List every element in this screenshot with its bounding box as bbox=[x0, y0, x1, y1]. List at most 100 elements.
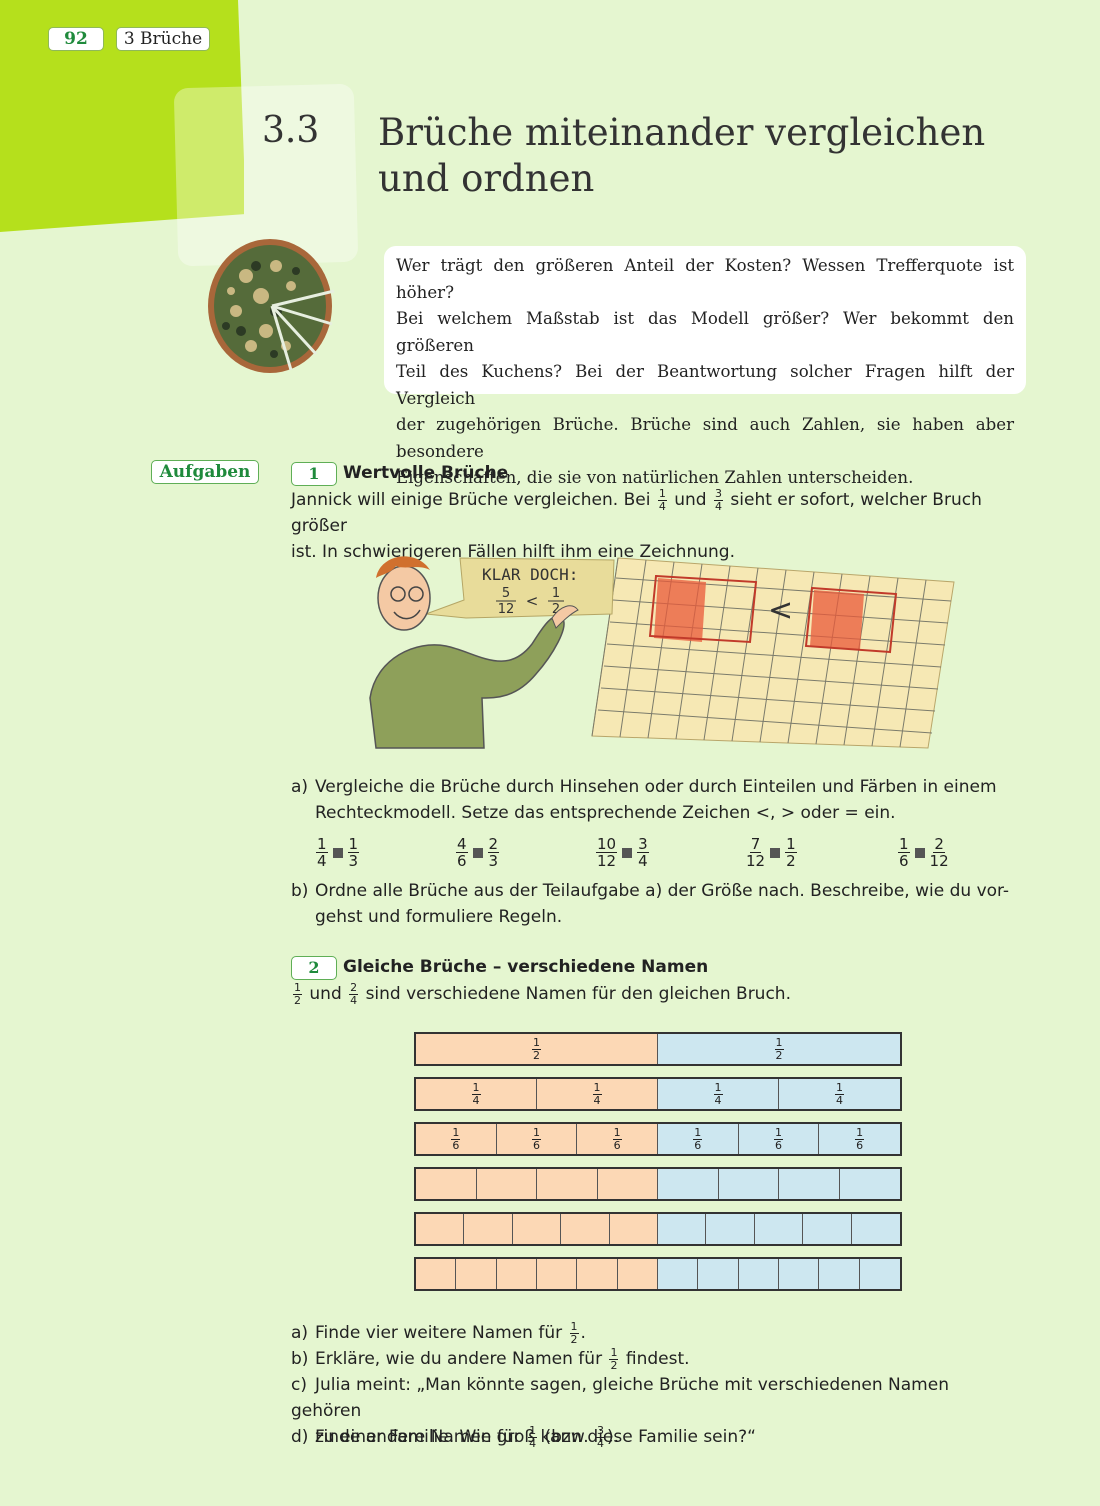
comparison-item: 10 12 3 4 bbox=[596, 835, 649, 870]
fraction-bar-cell bbox=[577, 1259, 618, 1289]
task2-number: 2 bbox=[291, 956, 337, 980]
speech-sign: < bbox=[526, 592, 539, 610]
task1-text-and: und bbox=[674, 490, 707, 510]
fraction-bar-cell bbox=[819, 1259, 860, 1289]
task1-a-line1: Vergleiche die Brüche durch Hinsehen ode… bbox=[315, 777, 997, 797]
task1-a: a) Vergleiche die Brüche durch Hinsehen o… bbox=[291, 774, 1011, 826]
fraction-bar-cell bbox=[851, 1214, 900, 1244]
fraction-bar-cell bbox=[657, 1259, 699, 1289]
task1-text-part1: Jannick will einige Brüche vergleichen. … bbox=[291, 490, 651, 510]
task1-a-line2: Rechteckmodell. Setze das entsprechende … bbox=[315, 803, 896, 823]
fraction-bar-cell bbox=[657, 1214, 707, 1244]
task1-b-line1: Ordne alle Brüche aus der Teilaufgabe a)… bbox=[315, 881, 1010, 901]
grid-sign: < bbox=[768, 593, 793, 628]
fraction-bar-cell bbox=[456, 1259, 497, 1289]
fraction-bar-cell bbox=[416, 1169, 477, 1199]
fraction-bar-cell bbox=[464, 1214, 513, 1244]
placeholder-square bbox=[472, 847, 483, 858]
fraction-bar-cell bbox=[754, 1214, 804, 1244]
speech-bubble: KLAR DOCH: 5 12 < 1 2 bbox=[425, 557, 615, 619]
intro-line: Bei welchem Maßstab ist das Modell größe… bbox=[396, 309, 1014, 355]
fraction-bar-cell bbox=[859, 1259, 900, 1289]
task1-number: 1 bbox=[291, 462, 337, 486]
teacher-illustration: < KLAR DOCH: 5 12 < 1 2 bbox=[369, 556, 955, 749]
teacher-figure bbox=[369, 556, 579, 749]
fraction-bar-cell bbox=[536, 1259, 578, 1289]
fraction-bar-cell bbox=[561, 1214, 610, 1244]
section-title: Brüche miteinander vergleichen und ordne… bbox=[378, 110, 998, 202]
grid-paper: < bbox=[591, 557, 955, 749]
pizza-image bbox=[208, 239, 335, 373]
fraction-bar-cell bbox=[706, 1214, 755, 1244]
task1-b-label: b) bbox=[291, 881, 309, 901]
aufgaben-label: Aufgaben bbox=[151, 460, 259, 484]
speech-line1: KLAR DOCH: bbox=[482, 565, 578, 584]
section-title-line2: und ordnen bbox=[378, 157, 595, 200]
task2-intro-rest: sind verschiedene Namen für den gleichen… bbox=[365, 984, 791, 1004]
fraction-bar-cell bbox=[597, 1169, 658, 1199]
placeholder-square bbox=[622, 847, 633, 858]
placeholder-square bbox=[914, 847, 925, 858]
fraction-bar-cell bbox=[778, 1259, 820, 1289]
task2-intro-and: und bbox=[309, 984, 342, 1004]
section-title-line1: Brüche miteinander vergleichen bbox=[378, 111, 986, 154]
intro-line: der zugehörigen Brüche. Brüche sind auch… bbox=[396, 415, 1014, 461]
task1-title: Wertvolle Brüche bbox=[343, 463, 509, 483]
fraction-bar-cell bbox=[416, 1259, 457, 1289]
fraction-bar-cell bbox=[476, 1169, 537, 1199]
speech-frac-left-d: 12 bbox=[498, 602, 515, 617]
chapter-tag: 3 Brüche bbox=[116, 27, 210, 51]
fraction-bar-cell bbox=[617, 1259, 658, 1289]
intro-line: Wer trägt den größeren Anteil der Kosten… bbox=[396, 256, 1014, 302]
fraction-bar-cell bbox=[512, 1214, 562, 1244]
speech-frac-right-n: 1 bbox=[552, 586, 560, 601]
speech-frac-left-n: 5 bbox=[502, 586, 510, 601]
intro-line: Teil des Kuchens? Bei der Beantwortung s… bbox=[396, 362, 1014, 408]
placeholder-square bbox=[332, 847, 343, 858]
fraction-bar-cell bbox=[416, 1214, 465, 1244]
fraction-bar bbox=[414, 1257, 902, 1291]
task2-title: Gleiche Brüche – verschiedene Namen bbox=[343, 957, 709, 977]
fraction-bar-cell bbox=[698, 1259, 739, 1289]
section-number: 3.3 bbox=[262, 110, 320, 151]
fraction-bar-cell bbox=[839, 1169, 900, 1199]
task1-b-line2: gehst und formuliere Regeln. bbox=[315, 907, 563, 927]
task1-b: b) Ordne alle Brüche aus der Teilaufgabe … bbox=[291, 878, 1011, 930]
intro-line: Eigenschaften, die sie von natürlichen Z… bbox=[396, 468, 914, 487]
speech-frac-right-d: 2 bbox=[552, 602, 560, 617]
intro-box: Wer trägt den größeren Anteil der Kosten… bbox=[384, 246, 1026, 487]
task1-text-part2: sieht er sofort, welcher Bruch größer bbox=[291, 490, 982, 536]
comparison-item: 1 6 2 12 bbox=[898, 835, 949, 870]
comparison-item: 7 12 1 2 bbox=[746, 835, 797, 870]
fraction-bar-cell bbox=[496, 1259, 537, 1289]
